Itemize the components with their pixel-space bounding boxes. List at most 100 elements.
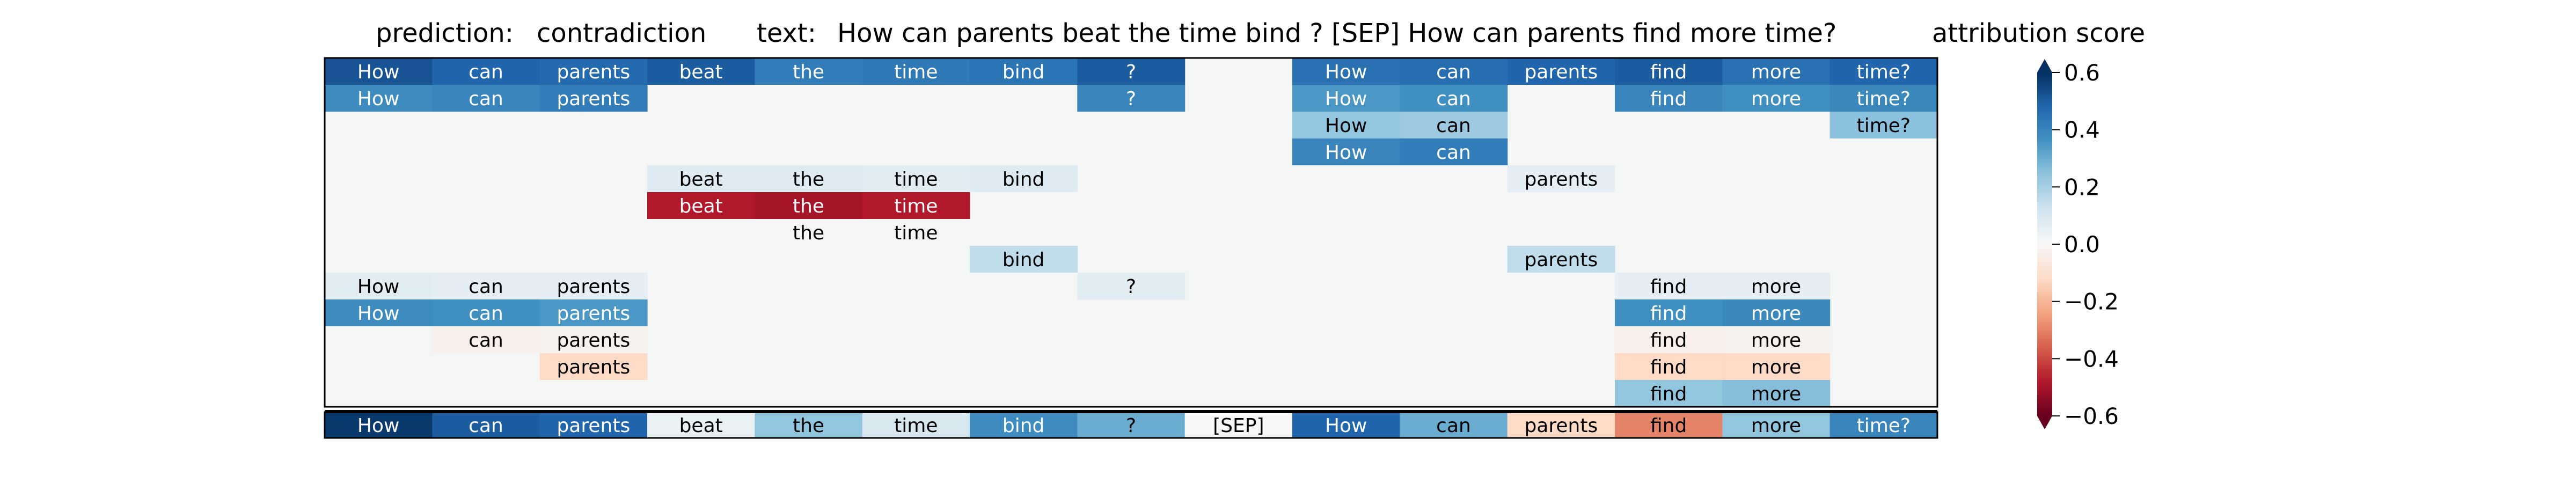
heatmap-cell-label: find xyxy=(1650,276,1687,298)
heatmap-cell xyxy=(1722,326,1831,353)
heatmap-cell xyxy=(647,58,755,85)
heatmap-cell-label: beat xyxy=(679,195,723,217)
heatmap-cell xyxy=(1400,138,1508,165)
heatmap-cell-label: time? xyxy=(1857,88,1911,110)
colorbar-tick-label: 0.6 xyxy=(2064,60,2100,86)
heatmap-cell-label: time xyxy=(894,222,938,244)
heatmap-cell xyxy=(1615,85,1723,112)
heatmap-cell xyxy=(862,219,970,246)
heatmap-cell-label: can xyxy=(469,303,503,325)
heatmap-cell xyxy=(970,246,1078,273)
summary-cell xyxy=(755,412,863,438)
summary-cell xyxy=(1829,412,1938,438)
summary-cell-label: can xyxy=(469,415,503,437)
title-bar: prediction: contradiction text: How can … xyxy=(376,18,2145,48)
heatmap-cell xyxy=(1077,85,1185,112)
heatmap-cell-label: find xyxy=(1650,88,1687,110)
heatmap-cell xyxy=(325,85,433,112)
heatmap-cell-label: How xyxy=(1325,88,1367,110)
colorbar-ticks: 0.6 0.4 0.2 0.0 −0.2 −0.4 −0.6 xyxy=(2052,60,2119,429)
heatmap-cell-label: bind xyxy=(1002,249,1045,271)
summary-cell-label: beat xyxy=(679,415,723,437)
heatmap-cell xyxy=(1400,85,1508,112)
heatmap-cell-label: parents xyxy=(557,356,630,378)
summary-cell-label: ? xyxy=(1126,415,1136,437)
heatmap-cell xyxy=(755,165,863,192)
summary-cell-label: find xyxy=(1650,415,1687,437)
heatmap-cell-label: beat xyxy=(679,169,723,191)
heatmap-cell xyxy=(432,326,540,353)
summary-cell xyxy=(1077,412,1185,438)
heatmap-cell-label: can xyxy=(469,88,503,110)
heatmap-cell xyxy=(1722,380,1831,407)
heatmap-cell-label: parents xyxy=(557,88,630,110)
heatmap-cell xyxy=(539,299,648,326)
heatmap-cell-label: parents xyxy=(557,330,630,352)
heatmap-cell-label: How xyxy=(357,88,400,110)
colorbar-tick-label: −0.2 xyxy=(2064,289,2119,315)
heatmap-cell xyxy=(325,299,433,326)
heatmap-cell xyxy=(432,58,540,85)
heatmap-cell-label: parents xyxy=(557,303,630,325)
colorbar: 0.6 0.4 0.2 0.0 −0.2 −0.4 −0.6 xyxy=(2037,59,2119,429)
summary-cell-label: more xyxy=(1751,415,1801,437)
summary-cell xyxy=(1184,412,1293,438)
heatmap-cell xyxy=(1292,138,1400,165)
heatmap-cell-label: more xyxy=(1751,88,1801,110)
heatmap-cell-label: time? xyxy=(1857,115,1911,137)
colorbar-title: attribution score xyxy=(1932,18,2145,48)
heatmap-cell xyxy=(1829,58,1938,85)
heatmap-cell-label: can xyxy=(1436,115,1471,137)
heatmap-cell-label: more xyxy=(1751,303,1801,325)
heatmap-cell-label: parents xyxy=(557,276,630,298)
heatmap-cell xyxy=(539,58,648,85)
summary-cell xyxy=(539,412,648,438)
heatmap-cell xyxy=(539,273,648,299)
heatmap-cell xyxy=(970,165,1078,192)
heatmap-cell xyxy=(1615,299,1723,326)
heatmap-cell xyxy=(755,219,863,246)
heatmap-cell-label: parents xyxy=(1524,169,1598,191)
heatmap-cell xyxy=(539,326,648,353)
heatmap-cell-label: time? xyxy=(1857,61,1911,83)
summary-cell-label: parents xyxy=(1524,415,1598,437)
colorbar-tick-label: 0.0 xyxy=(2064,231,2100,258)
heatmap-cell xyxy=(432,299,540,326)
heatmap-cell-label: find xyxy=(1650,383,1687,405)
heatmap-cell xyxy=(432,85,540,112)
heatmap-cell xyxy=(325,58,433,85)
heatmap-cell xyxy=(755,58,863,85)
summary-cell xyxy=(862,412,970,438)
heatmap-cell-label: find xyxy=(1650,303,1687,325)
heatmap-cell-label: How xyxy=(357,276,400,298)
heatmap-cell xyxy=(1615,273,1723,299)
heatmap-cell-label: can xyxy=(1436,142,1471,164)
colorbar-bottom-extend xyxy=(2037,416,2052,429)
heatmap-cell-label: find xyxy=(1650,61,1687,83)
heatmap-cell-label: find xyxy=(1650,356,1687,378)
heatmap-cell xyxy=(1292,58,1400,85)
colorbar-tick-label: −0.4 xyxy=(2064,346,2119,372)
heatmap-cell xyxy=(325,273,433,299)
heatmap-cell-label: can xyxy=(1436,61,1471,83)
summary-cell xyxy=(970,412,1078,438)
summary-cell-label: How xyxy=(357,415,400,437)
heatmap-cell-label: parents xyxy=(557,61,630,83)
heatmap-cell xyxy=(539,85,648,112)
heatmap-cell-label: can xyxy=(469,330,503,352)
heatmap-cell xyxy=(1507,58,1615,85)
heatmap-cell-label: more xyxy=(1751,276,1801,298)
heatmap-cell xyxy=(1292,112,1400,138)
summary-cell xyxy=(1292,412,1400,438)
heatmap-cell xyxy=(1292,85,1400,112)
summary-cell xyxy=(432,412,540,438)
summary-cell-label: can xyxy=(1436,415,1471,437)
heatmap-cell xyxy=(970,58,1078,85)
heatmap-cell xyxy=(539,353,648,380)
summary-cell xyxy=(647,412,755,438)
heatmap-cell xyxy=(1615,353,1723,380)
heatmap-cell-label: parents xyxy=(1524,61,1598,83)
heatmap-cell xyxy=(1615,380,1723,407)
summary-cell-label: parents xyxy=(557,415,630,437)
heatmap-cell xyxy=(1077,58,1185,85)
